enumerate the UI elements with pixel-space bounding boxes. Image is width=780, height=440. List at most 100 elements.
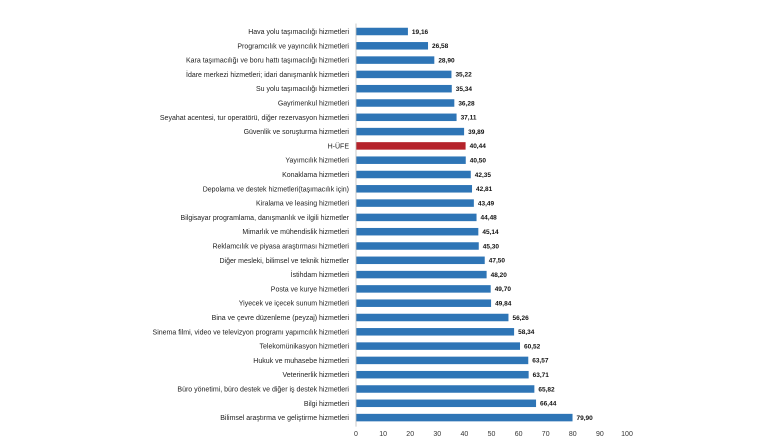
bar xyxy=(356,342,521,350)
value-label: 42,35 xyxy=(475,172,492,179)
value-label: 40,50 xyxy=(470,158,487,165)
category-label: Kara taşımacılığı ve boru hattı taşımacı… xyxy=(186,58,349,65)
bar xyxy=(356,27,408,36)
category-label: İdare merkezi hizmetleri; idari danışman… xyxy=(186,70,349,79)
value-label: 35,22 xyxy=(455,72,472,79)
category-label: Veterinerlik hizmetleri xyxy=(282,372,349,379)
category-label: Posta ve kurye hizmetleri xyxy=(271,286,350,293)
bar xyxy=(356,170,471,179)
value-label: 45,14 xyxy=(482,229,499,236)
value-label: 65,82 xyxy=(538,386,555,393)
bar-highlight xyxy=(356,142,466,150)
x-tick-label: 70 xyxy=(542,431,550,438)
bar xyxy=(356,156,466,164)
bar xyxy=(356,70,452,79)
bar xyxy=(356,413,573,422)
category-label: Su yolu taşımacılığı hizmetleri xyxy=(256,86,349,93)
bar xyxy=(356,84,452,93)
category-label: Bilgisayar programlama, danışmanlık ve i… xyxy=(181,215,350,222)
category-label: Seyahat acentesi, tur operatörü, diğer r… xyxy=(160,115,350,122)
category-label: Mimarlık ve mühendislik hizmetleri xyxy=(242,229,349,236)
category-label: Hava yolu taşımacılığı hizmetleri xyxy=(248,29,349,36)
category-label: Kiralama ve leasing hizmetleri xyxy=(256,201,349,208)
value-label: 40,44 xyxy=(470,143,487,150)
value-label: 35,34 xyxy=(456,86,473,93)
bar xyxy=(356,242,479,250)
x-tick-label: 20 xyxy=(406,431,414,438)
bar xyxy=(356,313,509,322)
value-label: 60,52 xyxy=(524,343,541,350)
category-label: İstihdam hizmetleri xyxy=(291,270,350,279)
category-label: Reklamcılık ve piyasa araştırması hizmet… xyxy=(212,244,349,251)
bar xyxy=(356,99,455,107)
category-label: Programcılık ve yayıncılık hizmetleri xyxy=(237,43,349,50)
bar xyxy=(356,42,429,50)
value-label: 66,44 xyxy=(540,401,557,408)
category-label: Büro yönetimi, büro destek ve diğer iş d… xyxy=(177,387,349,394)
value-label: 37,11 xyxy=(461,115,477,122)
value-label: 43,49 xyxy=(478,200,495,207)
bar xyxy=(356,227,479,236)
value-label: 63,57 xyxy=(532,358,549,365)
category-label: Bilimsel araştırma ve geliştirme hizmetl… xyxy=(220,415,349,422)
category-label: Diğer mesleki, bilimsel ve teknik hizmet… xyxy=(219,258,349,265)
bar xyxy=(356,199,474,207)
category-labels-group: Hava yolu taşımacılığı hizmetleri Program… xyxy=(153,29,350,422)
value-label: 47,50 xyxy=(489,258,506,265)
bar xyxy=(356,399,537,408)
value-label: 36,28 xyxy=(458,100,475,107)
category-label: Telekomünikasyon hizmetleri xyxy=(260,344,350,351)
x-tick-label: 40 xyxy=(461,431,469,438)
value-label: 45,30 xyxy=(483,243,500,250)
value-label: 19,16 xyxy=(412,29,429,36)
value-label: 28,90 xyxy=(438,57,455,64)
category-label: Yayımcılık hizmetleri xyxy=(285,158,349,165)
category-label: Bilgi hizmetleri xyxy=(304,401,350,408)
value-label: 39,89 xyxy=(468,129,485,136)
bars-group xyxy=(356,27,573,422)
value-label: 42,81 xyxy=(476,186,493,193)
value-label: 49,70 xyxy=(495,286,512,293)
value-label: 63,71 xyxy=(533,372,550,379)
x-tick-label: 60 xyxy=(515,431,523,438)
x-tick-label: 0 xyxy=(354,431,358,438)
category-label: Gayrimenkul hizmetleri xyxy=(278,101,350,108)
bar xyxy=(356,328,515,336)
bar xyxy=(356,185,473,193)
value-label: 26,58 xyxy=(432,43,449,50)
category-label: Konaklama hizmetleri xyxy=(282,172,349,179)
x-tick-label: 10 xyxy=(379,431,387,438)
bar xyxy=(356,299,492,307)
category-label: H-ÜFE xyxy=(328,142,350,150)
x-tick-label: 50 xyxy=(488,431,496,438)
bar xyxy=(356,56,435,64)
x-axis: 0 10 20 30 40 50 60 70 80 90 100 xyxy=(354,431,633,438)
value-label: 49,84 xyxy=(495,301,512,308)
value-label: 44,48 xyxy=(481,215,498,222)
category-label: Bina ve çevre düzenleme (peyzaj) hizmetl… xyxy=(212,315,350,322)
bar xyxy=(356,285,491,293)
bar xyxy=(356,370,529,379)
bar xyxy=(356,213,477,222)
x-tick-label: 100 xyxy=(621,431,633,438)
bar xyxy=(356,256,485,265)
value-label: 79,90 xyxy=(577,415,594,422)
bar xyxy=(356,385,535,393)
value-label: 58,34 xyxy=(518,329,535,336)
x-tick-label: 90 xyxy=(596,431,604,438)
bar xyxy=(356,356,529,365)
category-label: Yiyecek ve içecek sunum hizmetleri xyxy=(239,301,350,308)
value-label: 48,20 xyxy=(491,272,508,279)
category-label: Güvenlik ve soruşturma hizmetleri xyxy=(244,129,350,136)
bar xyxy=(356,270,487,279)
category-label: Depolama ve destek hizmetleri(taşımacılı… xyxy=(203,186,349,193)
bar xyxy=(356,127,465,136)
bar xyxy=(356,113,457,122)
category-label: Sinema filmi, video ve televizyon progra… xyxy=(153,329,350,336)
category-label: Hukuk ve muhasebe hizmetleri xyxy=(253,358,349,365)
value-label: 56,26 xyxy=(512,315,529,322)
x-tick-label: 80 xyxy=(569,431,577,438)
x-tick-label: 30 xyxy=(433,431,441,438)
